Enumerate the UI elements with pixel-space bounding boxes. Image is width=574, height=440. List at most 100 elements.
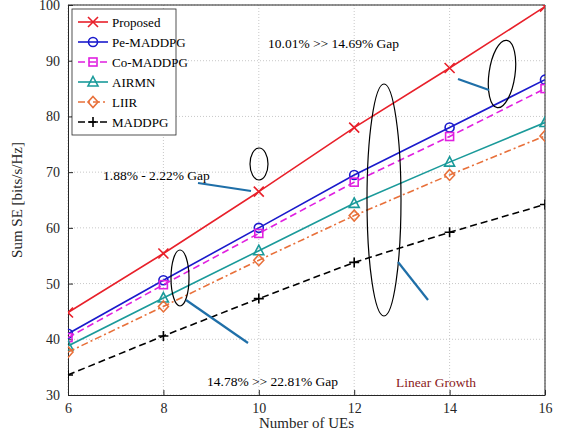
legend-line	[78, 61, 108, 63]
series-line	[68, 204, 545, 374]
annotation-pointer	[398, 262, 428, 300]
legend-line	[78, 101, 108, 103]
tick: 60	[46, 221, 73, 236]
marker	[254, 294, 264, 304]
tick: 70	[46, 165, 73, 180]
legend-marker	[88, 17, 98, 27]
marker	[445, 63, 455, 73]
grid-line	[68, 395, 545, 396]
x-axis: 6810121416	[65, 390, 553, 416]
tick: 14	[443, 390, 457, 416]
marker	[541, 75, 546, 84]
tick-label: 30	[46, 388, 60, 403]
marker	[540, 5, 545, 12]
tick-label: 50	[46, 277, 60, 292]
tick-label: 16	[539, 401, 553, 416]
grid-line	[68, 283, 545, 284]
legend-marker	[89, 58, 97, 66]
grid-line	[68, 339, 545, 340]
annotation-pointer	[198, 183, 251, 191]
tick-label: 100	[39, 0, 60, 13]
legend-marker	[89, 38, 98, 47]
tick-label: 12	[348, 401, 362, 416]
annotation-text: 1.88% - 2.22% Gap	[103, 168, 210, 183]
tick-label: 90	[46, 54, 60, 69]
marker	[254, 255, 264, 266]
tick-mark	[68, 228, 73, 229]
tick-mark	[68, 395, 73, 396]
tick: 100	[39, 0, 73, 13]
marker	[254, 187, 264, 197]
series-line	[68, 123, 545, 346]
marker	[540, 199, 545, 209]
marker	[541, 85, 545, 93]
tick-mark	[450, 390, 451, 395]
legend-item: AIRMN	[78, 75, 156, 90]
marker	[445, 169, 455, 180]
legend-item: Proposed	[78, 15, 161, 30]
tick-label: 8	[160, 401, 167, 416]
tick: 12	[348, 390, 362, 416]
marker	[68, 370, 73, 380]
marker	[350, 178, 358, 186]
tick-mark	[163, 390, 164, 395]
legend-marker	[88, 97, 98, 108]
tick: 80	[46, 109, 73, 124]
x-axis-title: Number of UEs	[259, 415, 354, 431]
tick-mark	[68, 284, 73, 285]
marker	[158, 301, 168, 312]
tick-label: 60	[46, 221, 60, 236]
marker	[446, 132, 454, 140]
plot-background	[68, 5, 545, 395]
legend: Proposed Pe-MADDPG Co-MADDPG AIRMN LIIR MADDP…	[72, 9, 188, 135]
series-line	[68, 89, 545, 338]
tick-mark	[259, 390, 260, 395]
annotation-pointer	[186, 300, 248, 343]
annotation-ellipse	[250, 148, 268, 180]
legend-item: Co-MADDPG	[78, 55, 188, 70]
tick: 8	[160, 390, 167, 416]
marker	[540, 117, 545, 127]
legend-label: Proposed	[112, 15, 161, 30]
marker	[540, 130, 545, 141]
grid-line	[258, 5, 259, 395]
legend-item: LIIR	[78, 95, 138, 110]
legend-marker	[88, 77, 98, 87]
annotation-ellipse	[171, 250, 189, 306]
marker	[445, 157, 455, 167]
tick: 30	[46, 388, 73, 403]
axis-line	[69, 395, 546, 396]
marker	[255, 229, 263, 237]
annotation-ellipse	[367, 84, 401, 316]
legend-label: Co-MADDPG	[112, 55, 188, 70]
tick-label: 80	[46, 109, 60, 124]
legend-label: AIRMN	[112, 75, 156, 90]
marker	[349, 257, 359, 267]
frame	[68, 5, 545, 395]
tick-label: 10	[252, 401, 266, 416]
annotation-text: 10.01% >> 14.69% Gap	[268, 36, 399, 51]
marker	[349, 210, 359, 221]
annotation-pointer	[458, 79, 489, 90]
series-line	[68, 7, 545, 313]
marker	[159, 281, 167, 289]
legend-box	[72, 9, 176, 135]
tick: 50	[46, 277, 73, 292]
tick-label: 14	[443, 401, 457, 416]
marker	[349, 123, 359, 133]
marker	[445, 227, 455, 237]
grid	[68, 5, 545, 395]
annotation-text: 14.78% >> 22.81% Gap	[207, 374, 338, 389]
legend-line	[78, 81, 108, 83]
marker	[349, 198, 359, 208]
tick-label: 40	[46, 332, 60, 347]
legend-label: MADDPG	[112, 115, 168, 130]
series-group	[68, 5, 545, 380]
tick: 10	[252, 390, 266, 416]
marker	[158, 331, 168, 341]
grid-line	[449, 5, 450, 395]
grid-line	[68, 5, 69, 395]
series-line	[68, 80, 545, 334]
legend-item: Pe-MADDPG	[78, 35, 186, 50]
tick-label: 70	[46, 165, 60, 180]
